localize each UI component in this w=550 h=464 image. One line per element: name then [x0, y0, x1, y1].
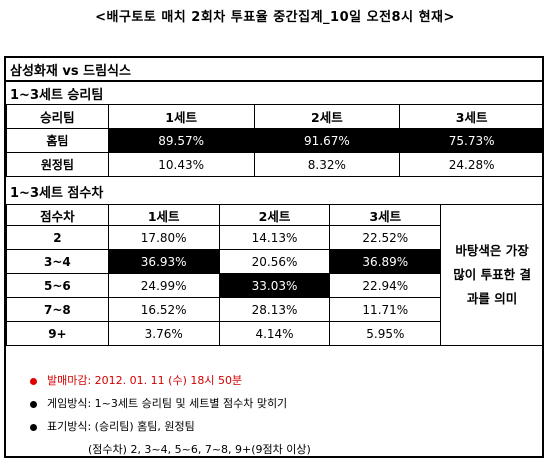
value-cell: 20.56% [218, 249, 331, 274]
header-cell: 2세트 [253, 104, 401, 129]
bullet-icon [30, 377, 37, 385]
bullet-icon [30, 423, 37, 431]
bullet-icon [30, 400, 37, 408]
value-cell: 14.13% [218, 225, 331, 250]
table-header-row: 점수차 1세트 2세트 3세트 바탕색은 가장 많이 투표한 결 과를 의미 [6, 204, 544, 346]
note-line: 많이 투표한 결 [453, 267, 531, 283]
table-row: 7~8 16.52% 28.13% 11.71% [6, 297, 544, 322]
value-cell: 3.76% [107, 321, 220, 346]
value-cell: 24.99% [107, 273, 220, 298]
deadline-text: 발매마감: 2012. 01. 11 (수) 18시 50분 [47, 374, 243, 387]
table-row: 2 17.80% 14.13% 22.52% [6, 225, 544, 250]
table-row: 3~4 36.93% 20.56% 36.89% [6, 249, 544, 274]
value-cell: 5.95% [329, 321, 442, 346]
notation-text: 표기방식: (승리팀) 홈팀, 원정팀 [47, 420, 195, 433]
header-cell: 3세트 [399, 104, 544, 129]
note-line: 과를 의미 [466, 290, 518, 306]
legend-note: 바탕색은 가장 많이 투표한 결 과를 의미 [440, 204, 544, 346]
section2-heading: 1~3세트 점수차 [10, 186, 104, 201]
row-label: 2 [6, 225, 109, 250]
value-cell: 89.57% [107, 128, 255, 153]
section1-heading: 1~3세트 승리팀 [10, 88, 104, 103]
value-cell: 16.52% [107, 297, 220, 322]
table-row: 9+ 3.76% 4.14% 5.95% [6, 321, 544, 346]
row-label: 9+ [6, 321, 109, 346]
header-cell: 1세트 [107, 204, 220, 226]
header-cell: 점수차 [6, 204, 109, 226]
value-cell: 22.94% [329, 273, 442, 298]
value-cell: 28.13% [218, 297, 331, 322]
score-diff-table: 점수차 1세트 2세트 3세트 바탕색은 가장 많이 투표한 결 과를 의미 2… [6, 204, 544, 346]
table-row: 원정팀 10.43% 8.32% 24.28% [6, 152, 544, 177]
value-cell: 36.93% [107, 249, 220, 274]
value-cell: 17.80% [107, 225, 220, 250]
value-cell: 4.14% [218, 321, 331, 346]
row-label: 원정팀 [6, 152, 109, 177]
table-header-row: 승리팀 1세트 2세트 3세트 [6, 104, 544, 129]
deadline-line: 발매마감: 2012. 01. 11 (수) 18시 50분 [30, 372, 242, 388]
notation-line-2: (점수차) 2, 3~4, 5~6, 7~8, 9+(9점차 이상) [88, 443, 311, 456]
method-line: 게임방식: 1~3세트 승리팀 및 세트별 점수차 맞히기 [30, 395, 287, 411]
value-cell: 75.73% [399, 128, 544, 153]
value-cell: 8.32% [253, 152, 401, 177]
row-label: 5~6 [6, 273, 109, 298]
value-cell: 91.67% [253, 128, 401, 153]
value-cell: 10.43% [107, 152, 255, 177]
table-row: 5~6 24.99% 33.03% 22.94% [6, 273, 544, 298]
row-label: 7~8 [6, 297, 109, 322]
page-title: <배구토토 매치 2회차 투표율 중간집계_10일 오전8시 현재> [95, 10, 455, 25]
value-cell: 22.52% [329, 225, 442, 250]
value-cell: 24.28% [399, 152, 544, 177]
header-cell: 2세트 [218, 204, 331, 226]
header-cell: 3세트 [329, 204, 442, 226]
value-cell: 11.71% [329, 297, 442, 322]
row-label: 홈팀 [6, 128, 109, 153]
divider [6, 80, 544, 82]
value-cell: 33.03% [218, 273, 331, 298]
winner-table: 승리팀 1세트 2세트 3세트 홈팀 89.57% 91.67% 75.73% … [6, 104, 544, 177]
value-cell: 36.89% [329, 249, 442, 274]
notation-line: 표기방식: (승리팀) 홈팀, 원정팀 [30, 418, 195, 434]
header-cell: 1세트 [107, 104, 255, 129]
method-text: 게임방식: 1~3세트 승리팀 및 세트별 점수차 맞히기 [47, 397, 288, 410]
table-row: 홈팀 89.57% 91.67% 75.73% [6, 128, 544, 153]
row-label: 3~4 [6, 249, 109, 274]
header-cell: 승리팀 [6, 104, 109, 129]
match-title: 삼성화재 vs 드림식스 [10, 64, 131, 79]
note-line: 바탕색은 가장 [455, 243, 529, 259]
